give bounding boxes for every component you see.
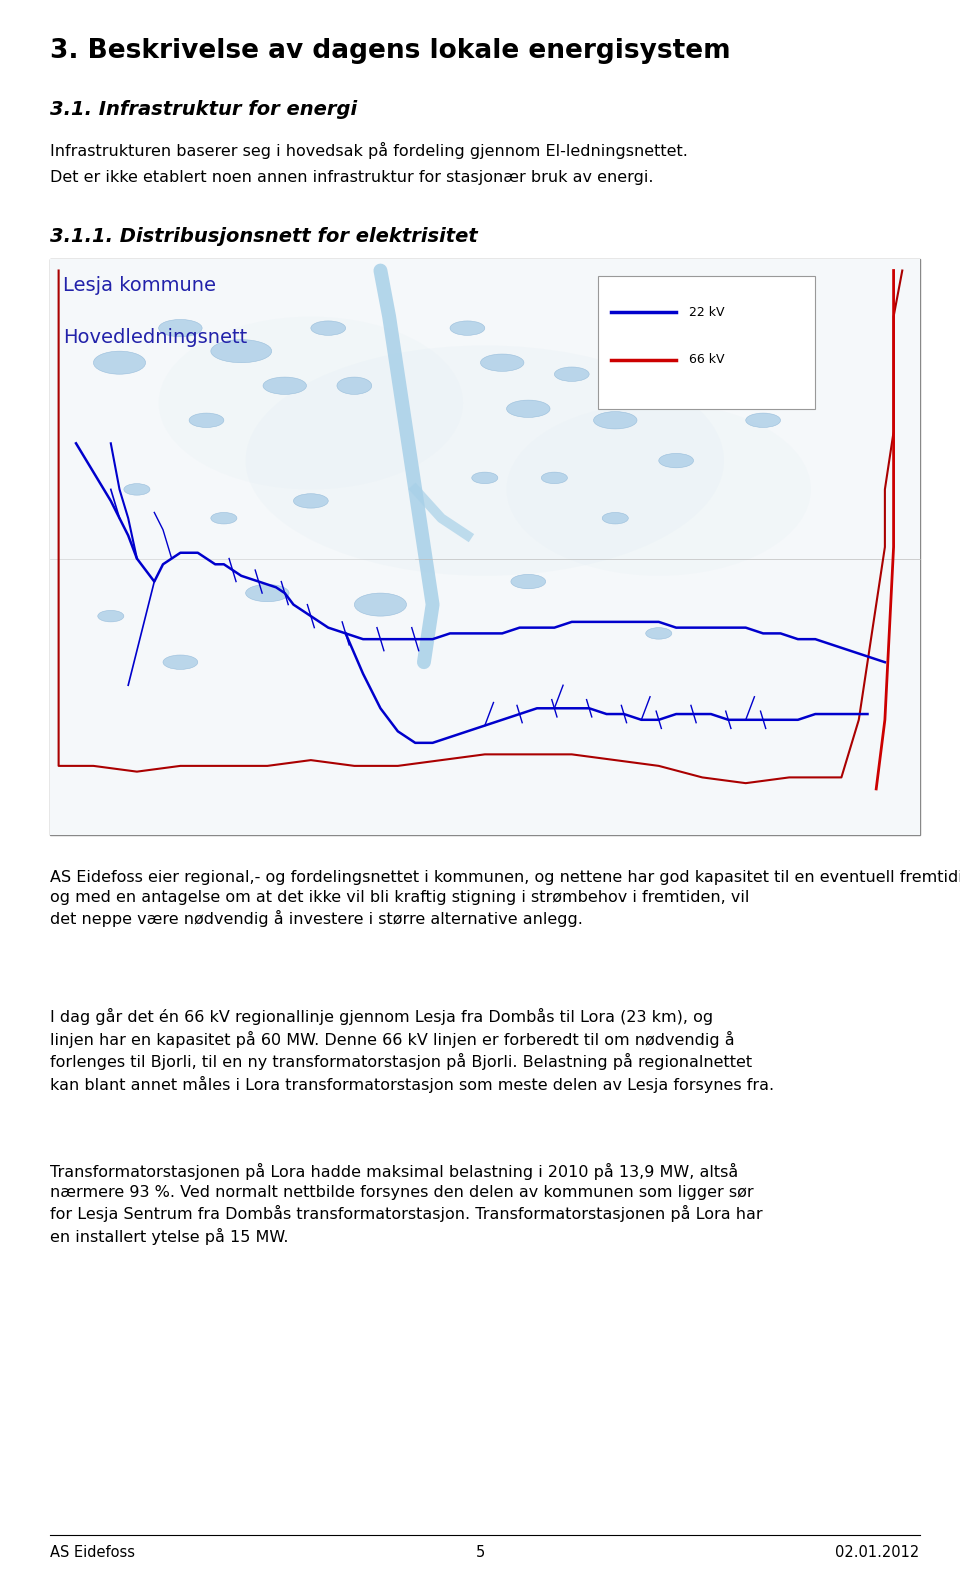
Ellipse shape xyxy=(158,319,203,336)
Ellipse shape xyxy=(746,413,780,427)
Ellipse shape xyxy=(211,339,272,363)
Text: 02.01.2012: 02.01.2012 xyxy=(835,1545,920,1561)
Text: I dag går det én 66 kV regionallinje gjennom Lesja fra Dombås til Lora (23 km), : I dag går det én 66 kV regionallinje gje… xyxy=(50,1008,774,1093)
Ellipse shape xyxy=(777,356,803,369)
Bar xyxy=(50,259,920,835)
Ellipse shape xyxy=(659,454,693,468)
Ellipse shape xyxy=(602,512,628,524)
Ellipse shape xyxy=(507,403,811,576)
Ellipse shape xyxy=(593,411,637,429)
Ellipse shape xyxy=(189,413,224,427)
Text: Infrastrukturen baserer seg i hovedsak på fordeling gjennom El-ledningsnettet.: Infrastrukturen baserer seg i hovedsak p… xyxy=(50,141,687,159)
Ellipse shape xyxy=(337,377,372,394)
Ellipse shape xyxy=(263,377,306,394)
Ellipse shape xyxy=(98,611,124,622)
Ellipse shape xyxy=(158,317,463,490)
Text: Lesja kommune: Lesja kommune xyxy=(63,276,216,295)
Text: 66 kV: 66 kV xyxy=(689,353,725,366)
Ellipse shape xyxy=(294,493,328,509)
Ellipse shape xyxy=(124,484,150,495)
Text: 3.1.1. Distribusjonsnett for elektrisitet: 3.1.1. Distribusjonsnett for elektrisite… xyxy=(50,228,478,246)
Ellipse shape xyxy=(311,320,346,336)
Ellipse shape xyxy=(246,584,289,601)
Text: Hovedledningsnett: Hovedledningsnett xyxy=(63,328,248,347)
Ellipse shape xyxy=(354,593,406,615)
Ellipse shape xyxy=(211,512,237,524)
Ellipse shape xyxy=(511,575,545,589)
Text: 3. Beskrivelse av dagens lokale energisystem: 3. Beskrivelse av dagens lokale energisy… xyxy=(50,38,731,64)
Ellipse shape xyxy=(246,345,724,576)
Ellipse shape xyxy=(646,628,672,639)
Ellipse shape xyxy=(480,355,524,372)
Ellipse shape xyxy=(641,367,676,382)
Text: 5: 5 xyxy=(475,1545,485,1561)
Ellipse shape xyxy=(93,352,146,374)
Text: AS Eidefoss: AS Eidefoss xyxy=(50,1545,135,1561)
Ellipse shape xyxy=(450,320,485,336)
Text: 22 kV: 22 kV xyxy=(689,306,725,319)
Text: Det er ikke etablert noen annen infrastruktur for stasjonær bruk av energi.: Det er ikke etablert noen annen infrastr… xyxy=(50,170,654,185)
Text: 3.1. Infrastruktur for energi: 3.1. Infrastruktur for energi xyxy=(50,100,357,119)
Text: Transformatorstasjonen på Lora hadde maksimal belastning i 2010 på 13,9 MW, alts: Transformatorstasjonen på Lora hadde mak… xyxy=(50,1163,762,1245)
Ellipse shape xyxy=(507,400,550,418)
Bar xyxy=(50,259,920,835)
Text: AS Eidefoss eier regional,- og fordelingsnettet i kommunen, og nettene har god k: AS Eidefoss eier regional,- og fordeling… xyxy=(50,870,960,928)
Ellipse shape xyxy=(163,655,198,669)
Ellipse shape xyxy=(554,367,589,382)
Ellipse shape xyxy=(711,378,746,392)
Bar xyxy=(598,276,815,408)
Ellipse shape xyxy=(541,473,567,484)
Ellipse shape xyxy=(471,473,498,484)
